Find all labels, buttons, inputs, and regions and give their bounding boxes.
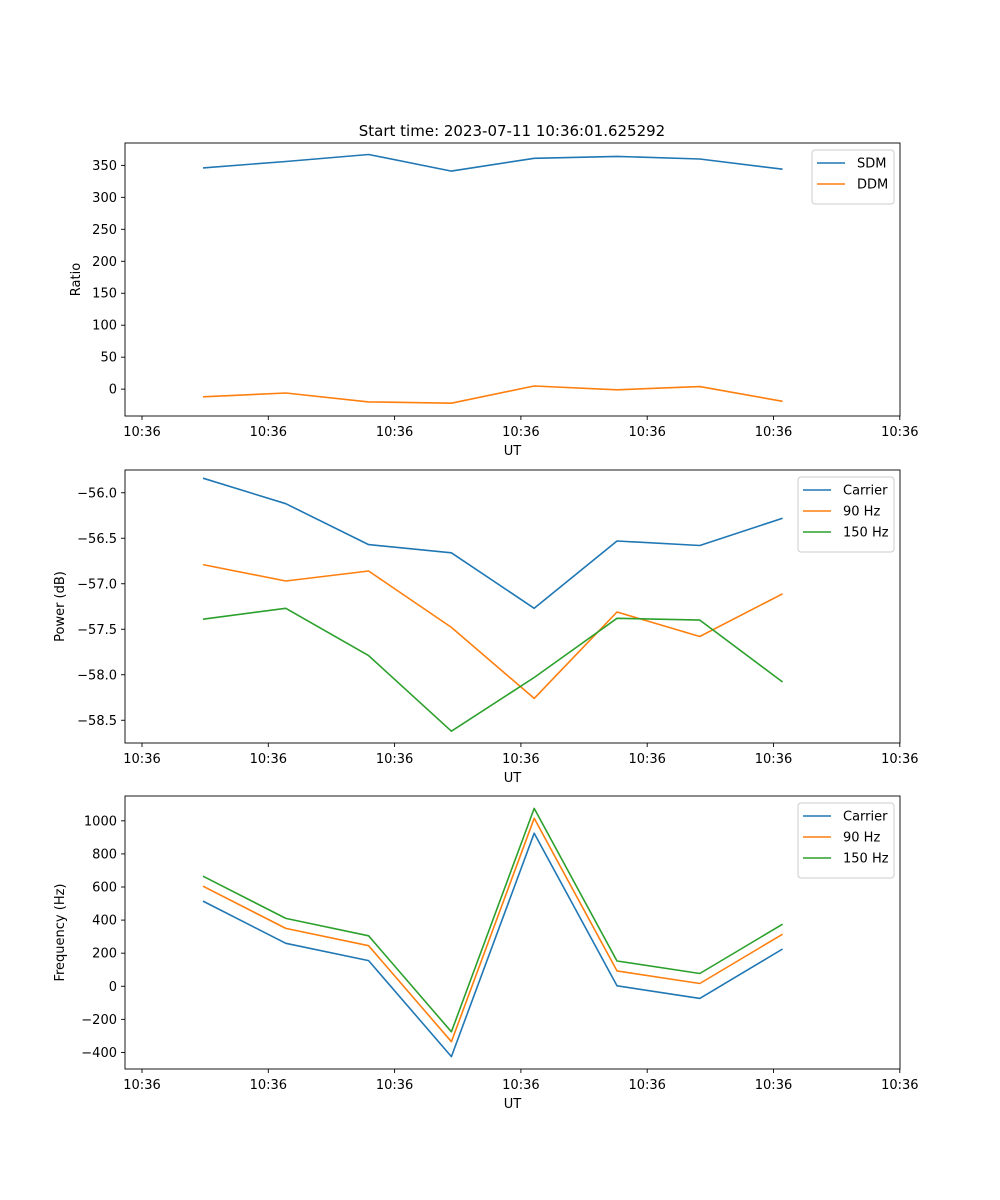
legend: Carrier 90 Hz 150 Hz bbox=[797, 802, 895, 879]
y-tick-label: −56.5 bbox=[77, 532, 117, 547]
legend-box bbox=[797, 476, 895, 553]
x-tick-label: 10:36 bbox=[755, 752, 792, 767]
x-tick-label: 10:36 bbox=[881, 752, 918, 767]
y-tick-label: −56.0 bbox=[77, 486, 117, 501]
x-axis-label: UT bbox=[504, 771, 522, 786]
x-tick-label: 10:36 bbox=[250, 425, 287, 440]
y-tick-label: −57.0 bbox=[77, 577, 117, 592]
y-axis-label: Ratio bbox=[69, 263, 84, 296]
legend-label: 150 Hz bbox=[843, 526, 889, 541]
x-tick-label: 10:36 bbox=[123, 752, 160, 767]
legend: SDM DDM bbox=[811, 149, 895, 205]
y-tick-label: 400 bbox=[92, 914, 117, 929]
y-tick-label: 300 bbox=[92, 191, 117, 206]
legend-label: Carrier bbox=[843, 484, 888, 499]
chart-panel-2: 10:3610:3610:3610:3610:3610:3610:3610:37… bbox=[53, 469, 919, 786]
x-tick-label: 10:36 bbox=[755, 1078, 792, 1093]
y-axis-label: Power (dB) bbox=[53, 571, 68, 642]
x-tick-label: 10:36 bbox=[628, 752, 665, 767]
y-tick-label: 600 bbox=[92, 881, 117, 896]
y-tick-label: 150 bbox=[92, 287, 117, 302]
series-line-90-hz bbox=[202, 817, 784, 1043]
y-axis-label: Frequency (Hz) bbox=[53, 883, 68, 981]
y-tick-label: −57.5 bbox=[77, 623, 117, 638]
y-tick-label: 250 bbox=[92, 223, 117, 238]
x-tick-label: 10:36 bbox=[628, 425, 665, 440]
x-tick-label: 10:36 bbox=[123, 1078, 160, 1093]
y-tick-label: 200 bbox=[92, 947, 117, 962]
series-line-150-hz bbox=[202, 807, 784, 1033]
figure-title: Start time: 2023-07-11 10:36:01.625292 bbox=[359, 122, 665, 140]
x-tick-label: 10:36 bbox=[502, 1078, 539, 1093]
x-tick-label: 10:36 bbox=[502, 752, 539, 767]
x-tick-label: 10:36 bbox=[628, 1078, 665, 1093]
y-tick-label: 0 bbox=[109, 383, 117, 398]
x-tick-label: 10:36 bbox=[376, 1078, 413, 1093]
series-line-carrier bbox=[202, 832, 784, 1058]
chart-panel-1: 10:3610:3610:3610:3610:3610:3610:3610:37… bbox=[69, 142, 919, 459]
y-tick-label: 100 bbox=[92, 319, 117, 334]
legend-label: 90 Hz bbox=[843, 505, 880, 520]
y-tick-label: 200 bbox=[92, 255, 117, 270]
chart-panel-3: 10:3610:3610:3610:3610:3610:3610:3610:37… bbox=[53, 795, 919, 1112]
x-axis-label: UT bbox=[504, 1097, 522, 1112]
y-tick-label: 0 bbox=[109, 980, 117, 995]
y-tick-label: −200 bbox=[81, 1013, 117, 1028]
x-tick-label: 10:36 bbox=[376, 425, 413, 440]
legend-label: 90 Hz bbox=[843, 831, 880, 846]
x-tick-label: 10:36 bbox=[755, 425, 792, 440]
y-tick-label: 800 bbox=[92, 847, 117, 862]
y-tick-label: −400 bbox=[81, 1046, 117, 1061]
y-tick-label: −58.5 bbox=[77, 714, 117, 729]
y-tick-label: 350 bbox=[92, 159, 117, 174]
x-axis-label: UT bbox=[504, 444, 522, 459]
series-line-carrier bbox=[202, 477, 783, 610]
series-line-ddm bbox=[202, 385, 783, 405]
x-tick-label: 10:36 bbox=[881, 425, 918, 440]
legend-label: DDM bbox=[857, 178, 888, 193]
y-tick-label: 1000 bbox=[84, 814, 117, 829]
x-tick-label: 10:36 bbox=[123, 425, 160, 440]
x-tick-label: 10:36 bbox=[881, 1078, 918, 1093]
series-line-90-hz bbox=[202, 563, 783, 700]
legend-label: SDM bbox=[857, 157, 886, 172]
x-tick-label: 10:36 bbox=[502, 425, 539, 440]
y-tick-label: −58.0 bbox=[77, 668, 117, 683]
legend-label: Carrier bbox=[843, 810, 888, 825]
axes-frame bbox=[124, 795, 901, 1070]
series-line-sdm bbox=[202, 153, 783, 172]
legend-box bbox=[797, 802, 895, 879]
y-tick-label: 50 bbox=[100, 351, 117, 366]
x-tick-label: 10:36 bbox=[250, 752, 287, 767]
x-tick-label: 10:36 bbox=[376, 752, 413, 767]
x-tick-label: 10:36 bbox=[250, 1078, 287, 1093]
legend-label: 150 Hz bbox=[843, 852, 889, 867]
series-line-150-hz bbox=[202, 607, 784, 733]
legend: Carrier 90 Hz 150 Hz bbox=[797, 476, 895, 553]
axes-frame bbox=[124, 142, 901, 417]
axes-frame bbox=[124, 469, 901, 744]
